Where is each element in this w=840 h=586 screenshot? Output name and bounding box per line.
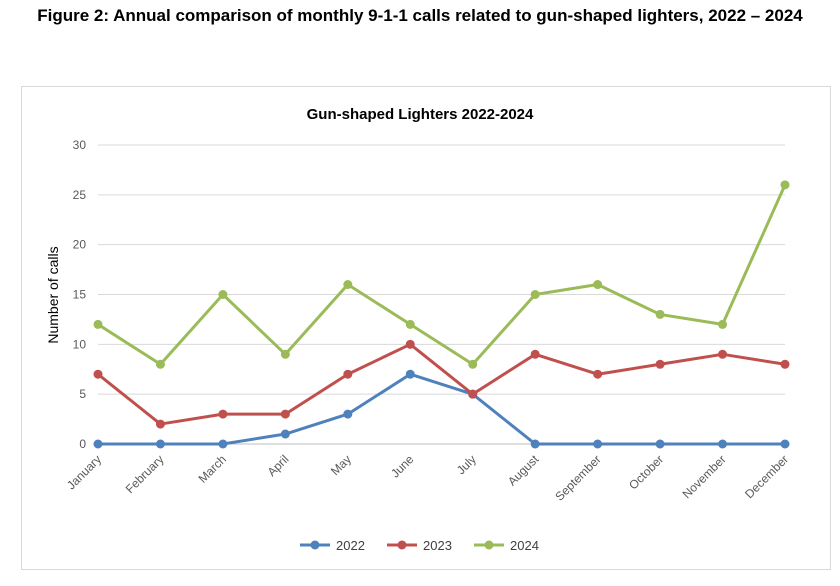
series-2024	[93, 180, 790, 369]
x-tick-label: July	[454, 452, 479, 477]
x-tick-label: May	[328, 452, 354, 478]
x-tick-label: August	[505, 452, 542, 489]
data-point	[218, 290, 228, 299]
data-point	[718, 319, 728, 329]
data-point	[593, 280, 603, 290]
data-point	[280, 349, 290, 359]
data-point	[780, 180, 790, 190]
legend-marker	[397, 540, 407, 550]
data-point	[593, 369, 603, 379]
y-tick-label: 5	[79, 387, 86, 401]
series-lines	[93, 180, 790, 449]
data-point	[718, 439, 728, 449]
x-tick-label: November	[680, 452, 729, 501]
legend: 2022 2023 2024	[300, 538, 539, 553]
series-line	[96, 372, 787, 446]
data-point	[530, 439, 540, 449]
data-point	[780, 439, 790, 449]
y-tick-label: 15	[73, 288, 87, 302]
x-axis-ticks: January February March April May June July Augu…	[64, 452, 791, 504]
legend-marker	[310, 540, 320, 550]
data-point	[780, 359, 790, 369]
data-point	[405, 339, 415, 349]
series-line	[96, 183, 787, 366]
x-tick-label: December	[742, 452, 791, 501]
legend-label: 2022	[336, 538, 365, 553]
data-point	[218, 409, 228, 419]
data-point	[593, 439, 603, 449]
data-point	[718, 349, 728, 359]
data-point	[93, 439, 103, 449]
chart-title: Gun-shaped Lighters 2022-2024	[307, 106, 534, 123]
x-tick-label: April	[265, 452, 292, 479]
data-point	[655, 359, 665, 369]
data-point	[218, 439, 228, 449]
data-point	[343, 369, 353, 379]
data-point	[93, 369, 103, 379]
x-tick-label: March	[196, 452, 229, 485]
data-point	[343, 409, 353, 419]
series-2022	[93, 369, 790, 449]
data-point	[530, 290, 540, 299]
x-tick-label: October	[626, 452, 666, 492]
data-point	[155, 439, 165, 449]
data-point	[405, 319, 415, 329]
data-point	[93, 319, 103, 329]
data-point	[405, 369, 415, 379]
y-tick-label: 25	[73, 188, 87, 202]
legend-marker	[484, 540, 494, 550]
data-point	[468, 359, 478, 369]
x-tick-label: June	[388, 452, 417, 481]
series-2023	[93, 339, 790, 429]
chart-frame	[21, 86, 831, 570]
data-point	[343, 280, 353, 290]
data-point	[280, 429, 290, 439]
data-point	[655, 439, 665, 449]
series-line	[96, 342, 787, 426]
y-tick-label: 20	[73, 238, 87, 252]
x-tick-label: September	[552, 452, 603, 503]
x-tick-label: January	[64, 452, 104, 492]
gridlines	[98, 144, 785, 445]
y-axis-ticks: 0 5 10 15 20 25 30	[73, 138, 87, 451]
data-point	[155, 359, 165, 369]
y-axis-title: Number of calls	[45, 246, 61, 343]
data-point	[530, 349, 540, 359]
data-point	[655, 309, 665, 319]
y-tick-label: 30	[73, 138, 87, 152]
y-tick-label: 0	[79, 437, 86, 451]
data-point	[468, 389, 478, 399]
x-tick-label: February	[123, 452, 167, 496]
figure-caption: Figure 2: Annual comparison of monthly 9…	[37, 6, 803, 25]
data-point	[155, 419, 165, 429]
data-point	[280, 409, 290, 419]
y-tick-label: 10	[73, 337, 87, 351]
legend-label: 2023	[423, 538, 452, 553]
legend-label: 2024	[510, 538, 539, 553]
